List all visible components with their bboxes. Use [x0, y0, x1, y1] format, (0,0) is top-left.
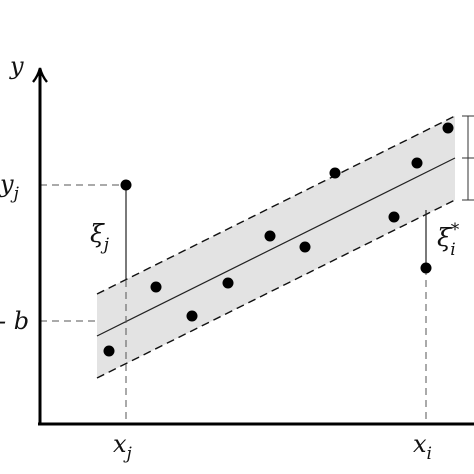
tick-label-b: - b [0, 307, 29, 335]
y-axis-arrowhead [32, 67, 48, 83]
tick-label-yj: yj [0, 170, 20, 204]
data-point [299, 241, 311, 253]
tick-label-xj: xj [113, 430, 133, 464]
regression-line [96, 157, 456, 337]
y-axis-label: y [9, 52, 24, 80]
data-point [222, 277, 234, 289]
epsilon-bracket [462, 115, 474, 201]
tick-label-xi: xi [413, 430, 432, 464]
data-point [329, 167, 341, 179]
data-point [264, 230, 276, 242]
slack-label-j: ξj [90, 219, 110, 255]
data-point [150, 281, 162, 293]
data-point [120, 179, 132, 191]
lower-tube-edge [96, 199, 456, 379]
data-point [411, 157, 423, 169]
data-point [388, 211, 400, 223]
data-point [420, 262, 432, 274]
upper-tube-edge [96, 115, 456, 295]
data-point [103, 345, 115, 357]
slack-label-i: ξ* i [437, 220, 460, 260]
data-point [186, 310, 198, 322]
data-point [442, 122, 454, 134]
